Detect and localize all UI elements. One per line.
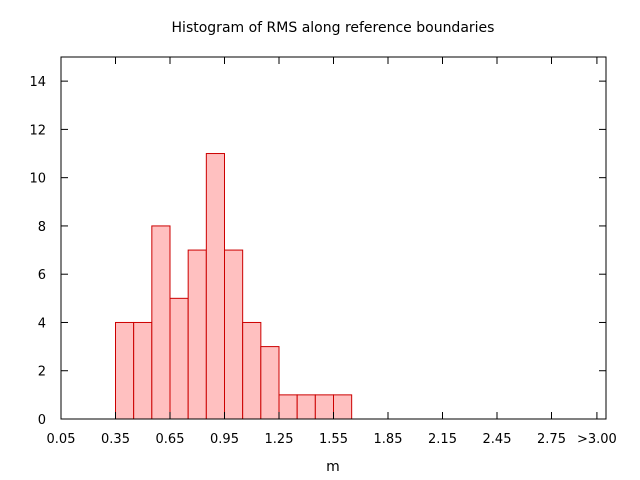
chart-title: Histogram of RMS along reference boundar… (172, 20, 495, 36)
bars-group (115, 153, 353, 420)
x-axis-label: m (326, 459, 340, 475)
histogram-bar (115, 321, 135, 420)
y-tick-label: 12 (29, 123, 46, 138)
x-tick-label: 0.05 (47, 432, 76, 447)
x-tick-labels: 0.05 0.35 0.65 0.95 1.25 1.55 1.85 2.15 2.45 2.75… (47, 432, 617, 447)
x-tick-label: 0.35 (101, 432, 130, 447)
histogram-bar (133, 321, 153, 420)
histogram-bar (296, 394, 316, 420)
x-tick-label: 1.55 (319, 432, 348, 447)
x-tick-label: >3.00 (577, 432, 617, 447)
x-tick-label: 1.25 (265, 432, 294, 447)
histogram-bar (260, 346, 280, 420)
x-tick-label: 2.15 (428, 432, 457, 447)
histogram-bar (151, 225, 171, 420)
histogram-bar (242, 321, 262, 420)
histogram-bar (333, 394, 353, 420)
y-tick-label: 8 (38, 220, 46, 235)
y-tick-label: 0 (38, 413, 46, 428)
histogram-bar (169, 297, 189, 420)
histogram-bar (314, 394, 334, 420)
x-tick-label: 2.75 (537, 432, 566, 447)
x-tick-label: 0.65 (156, 432, 185, 447)
y-tick-label: 14 (29, 75, 46, 90)
y-tick-label: 4 (38, 316, 46, 331)
histogram-bar (205, 153, 226, 420)
y-tick-labels: 0 2 4 6 8 10 12 14 (29, 75, 46, 428)
x-tick-label: 2.45 (483, 432, 512, 447)
x-tick-label: 1.85 (374, 432, 403, 447)
histogram-bar (278, 394, 298, 420)
x-tick-label: 0.95 (210, 432, 239, 447)
histogram-bar (224, 249, 244, 420)
y-tick-label: 10 (29, 172, 46, 187)
ticks-group (60, 57, 606, 420)
histogram-bar (187, 249, 207, 420)
y-tick-label: 6 (38, 268, 46, 283)
y-tick-label: 2 (38, 365, 46, 380)
